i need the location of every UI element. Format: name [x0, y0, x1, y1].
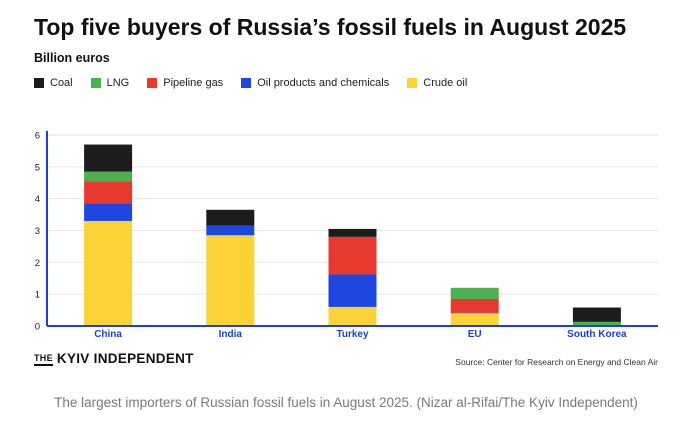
bar-segment	[328, 274, 377, 307]
legend-item-oil-products: Oil products and chemicals	[241, 77, 389, 89]
bar-segment	[328, 236, 377, 275]
bar-segment	[84, 220, 133, 326]
bar-segment	[450, 287, 499, 299]
bar-segment	[328, 228, 377, 237]
legend-item-lng: LNG	[90, 77, 130, 89]
brand-name: KYIV INDEPENDENT	[56, 351, 194, 366]
legend-label-coal: Coal	[50, 77, 73, 89]
legend-swatch-pipeline-gas	[147, 78, 158, 88]
x-tick-label: China	[94, 329, 122, 340]
legend-label-crude-oil: Crude oil	[423, 77, 468, 89]
x-tick-label: South Korea	[567, 329, 627, 340]
bar-segment	[328, 306, 377, 326]
x-tick-label: Turkey	[336, 329, 368, 340]
bar-segment	[84, 203, 133, 221]
x-tick-label: India	[219, 329, 243, 340]
chart-title: Top five buyers of Russia’s fossil fuels…	[34, 14, 627, 40]
bar-segment	[206, 235, 255, 326]
legend-label-lng: LNG	[106, 77, 130, 89]
brand-the: THE	[34, 354, 53, 366]
legend-swatch-coal	[34, 78, 44, 88]
legend-swatch-oil-products	[241, 78, 252, 88]
bar-segment	[572, 307, 621, 322]
image-caption: The largest importers of Russian fossil …	[54, 395, 638, 410]
y-tick-label: 0	[35, 322, 40, 333]
legend-swatch-crude-oil	[407, 78, 418, 88]
legend: Coal LNG Pipeline gas Oil products and c…	[34, 77, 485, 89]
y-tick-label: 3	[35, 226, 40, 237]
legend-label-pipeline-gas: Pipeline gas	[163, 77, 224, 89]
y-tick-label: 1	[35, 290, 40, 301]
legend-item-pipeline-gas: Pipeline gas	[147, 77, 223, 89]
bar-segment	[84, 144, 133, 172]
y-tick-label: 6	[35, 131, 40, 142]
publisher-logo: THE KYIV INDEPENDENT	[34, 351, 194, 366]
y-tick-label: 4	[35, 194, 40, 205]
legend-item-crude-oil: Crude oil	[407, 77, 467, 89]
bar-segment	[206, 225, 255, 236]
y-axis-unit-label: Billion euros	[34, 51, 110, 65]
bar-segment	[450, 298, 499, 313]
legend-swatch-lng	[90, 78, 101, 88]
y-tick-label: 2	[35, 258, 40, 269]
bar-segment	[84, 171, 133, 182]
legend-label-oil-products: Oil products and chemicals	[257, 77, 390, 89]
bar-segment	[84, 181, 133, 204]
bar-segment	[450, 312, 499, 314]
x-tick-label: EU	[468, 329, 482, 340]
y-tick-label: 5	[35, 162, 40, 173]
bar-segment	[450, 313, 499, 326]
source-note: Source: Center for Research on Energy an…	[455, 357, 658, 367]
bar-segment	[572, 321, 621, 326]
legend-item-coal: Coal	[34, 77, 73, 89]
bar-segment	[206, 209, 255, 226]
